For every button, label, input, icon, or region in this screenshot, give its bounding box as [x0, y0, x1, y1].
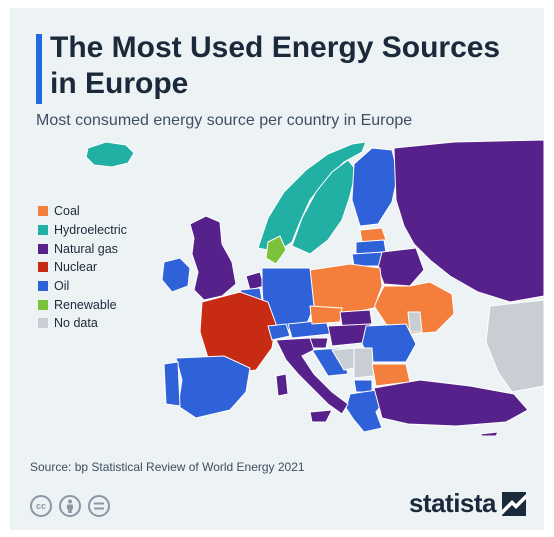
- legend-item-no-data: No data: [38, 314, 127, 333]
- region-russia: [393, 139, 544, 303]
- region-uk: [189, 215, 237, 301]
- legend-item-coal: Coal: [38, 202, 127, 221]
- region-romania: [361, 323, 417, 363]
- page-title: The Most Used Energy Sources in Europe: [50, 31, 501, 100]
- legend-item-natural-gas: Natural gas: [38, 239, 127, 258]
- legend-item-hydroelectric: Hydroelectric: [38, 221, 127, 240]
- region-sicily: [309, 409, 333, 423]
- legend-label: Nuclear: [54, 260, 98, 275]
- region-portugal: [163, 361, 181, 407]
- legend-item-oil: Oil: [38, 277, 127, 296]
- region-slovakia: [339, 309, 373, 327]
- region-ireland: [161, 257, 191, 293]
- legend-swatch: [38, 206, 48, 217]
- region-czechia: [309, 305, 343, 325]
- region-caucasus: [485, 299, 544, 393]
- source-note: Source: bp Statistical Review of World E…: [30, 460, 305, 474]
- legend-label: Hydroelectric: [54, 223, 127, 238]
- region-netherlands: [245, 271, 265, 291]
- region-norway: [257, 141, 367, 253]
- region-finland: [351, 147, 399, 227]
- legend-swatch: [38, 281, 48, 292]
- region-estonia: [359, 227, 387, 243]
- region-switzerland: [267, 323, 291, 341]
- legend-swatch: [38, 299, 48, 310]
- region-north-macedonia: [353, 379, 373, 393]
- title-accent-bar: [36, 34, 42, 104]
- legend-label: Oil: [54, 279, 70, 294]
- region-spain: [175, 355, 251, 419]
- region-denmark: [265, 235, 287, 265]
- legend-label: Coal: [54, 204, 80, 219]
- legend-swatch: [38, 225, 48, 236]
- statista-logo[interactable]: statista: [409, 488, 526, 519]
- region-sardinia: [275, 373, 289, 397]
- no-derivatives-icon[interactable]: [88, 495, 110, 517]
- legend-swatch: [38, 318, 48, 329]
- legend-label: No data: [54, 316, 98, 331]
- legend-swatch: [38, 243, 48, 254]
- attribution-icon[interactable]: [59, 495, 81, 517]
- legend-swatch: [38, 262, 48, 273]
- region-belarus: [377, 247, 425, 287]
- infographic-card: The Most Used Energy Sources in Europe M…: [10, 8, 544, 530]
- brand-wordmark: statista: [408, 488, 497, 518]
- region-serbia: [353, 347, 375, 379]
- region-italy: [275, 337, 349, 415]
- legend-label: Renewable: [54, 297, 117, 312]
- region-ukraine: [373, 281, 455, 335]
- region-cyprus: [478, 431, 499, 436]
- legend-item-renewable: Renewable: [38, 295, 127, 314]
- page-subtitle: Most consumed energy source per country …: [36, 112, 413, 129]
- europe-map: [85, 139, 544, 436]
- map-legend: Coal Hydroelectric Natural gas Nuclear O…: [38, 202, 127, 333]
- region-france: [199, 291, 277, 375]
- legend-label: Natural gas: [54, 241, 118, 256]
- legend-item-nuclear: Nuclear: [38, 258, 127, 277]
- statista-mark-icon: [502, 491, 526, 516]
- region-iceland: [85, 141, 135, 168]
- license-icons: cc: [30, 495, 110, 517]
- cc-icon[interactable]: cc: [30, 495, 52, 517]
- region-moldova: [407, 311, 423, 333]
- region-turkey: [373, 379, 529, 427]
